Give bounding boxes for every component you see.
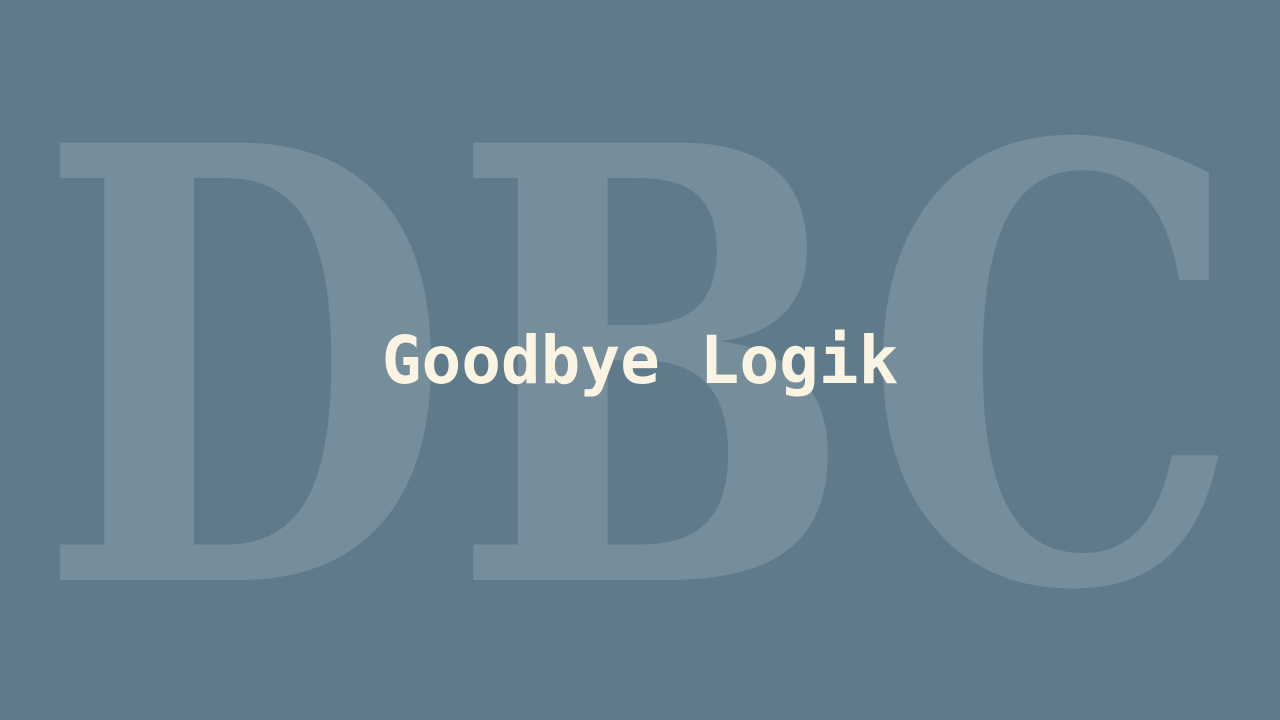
background-monogram-text: DBC (38, 17, 1243, 720)
